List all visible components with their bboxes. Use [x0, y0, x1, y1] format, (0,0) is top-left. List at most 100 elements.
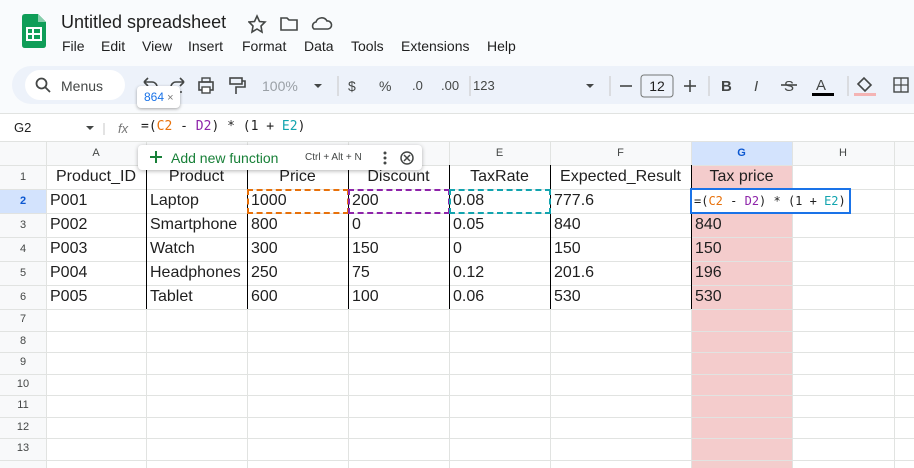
cell[interactable]: Tablet	[150, 288, 193, 305]
increase-decimal[interactable]: .00	[441, 78, 460, 93]
cell[interactable]: 300	[251, 240, 278, 257]
formula-token: =(	[694, 194, 709, 208]
cell[interactable]: Product	[168, 168, 225, 185]
cell[interactable]: P002	[50, 216, 88, 233]
search-menus[interactable]	[25, 70, 125, 100]
menu-item[interactable]: View	[142, 38, 173, 54]
menu-item[interactable]: Help	[487, 38, 516, 54]
add-function[interactable]: Add new function	[171, 150, 279, 166]
cell[interactable]: 201.6	[554, 264, 595, 281]
menu-item[interactable]: Tools	[351, 38, 384, 54]
popup-icons[interactable]	[382, 150, 418, 166]
percent-format[interactable]: %	[379, 78, 392, 94]
cell[interactable]: Headphones	[150, 264, 241, 281]
formula-token: -	[172, 119, 196, 134]
cell-border	[146, 165, 147, 309]
cell[interactable]: 200	[352, 192, 379, 209]
svg-text:B: B	[721, 78, 732, 95]
cell[interactable]: 0	[352, 216, 361, 233]
cell[interactable]: 800	[251, 216, 278, 233]
cell[interactable]: 150	[554, 240, 581, 257]
cell[interactable]: Tax price	[709, 168, 774, 185]
cell-editor[interactable]: =(C2 - D2) * (1 + E2)	[690, 188, 851, 214]
cell[interactable]: 600	[251, 288, 278, 305]
cell[interactable]: 1000	[251, 192, 287, 209]
row-header[interactable]: 1	[19, 171, 27, 183]
formula-input[interactable]: =(C2 - D2) * (1 + E2)	[141, 119, 305, 134]
font-size[interactable]: 12	[649, 78, 665, 94]
row-header[interactable]: 4	[19, 243, 27, 255]
cell[interactable]: P003	[50, 240, 88, 257]
formula-token: E2	[281, 119, 298, 134]
sheet-grid: ABCDEFGH12345678910111213Product_IDProdu…	[0, 142, 914, 468]
cell[interactable]: 0.08	[453, 192, 485, 209]
grid-line	[0, 165, 914, 166]
currency-format[interactable]: $	[348, 78, 356, 94]
column-header[interactable]: H	[839, 147, 847, 159]
cell[interactable]: 150	[695, 240, 722, 257]
cell[interactable]: 100	[352, 288, 379, 305]
column-header[interactable]: F	[617, 147, 624, 159]
menu-item[interactable]: Insert	[188, 38, 224, 54]
grid-line	[0, 438, 914, 439]
cell[interactable]: 0.05	[453, 216, 485, 233]
menu-item[interactable]: Data	[304, 38, 334, 54]
decrease-decimal[interactable]: .0	[412, 78, 423, 93]
menu-item[interactable]: Edit	[101, 38, 126, 54]
cell[interactable]: Smartphone	[150, 216, 238, 233]
cell[interactable]: 0.06	[453, 288, 485, 305]
doc-title[interactable]: Untitled spreadsheet	[61, 12, 227, 32]
name-box[interactable]: G2	[14, 120, 32, 135]
cell[interactable]: 150	[352, 240, 379, 257]
cell[interactable]: Price	[279, 168, 316, 185]
row-header[interactable]: 12	[16, 420, 30, 433]
cell[interactable]: 0.12	[453, 264, 485, 281]
cell[interactable]: TaxRate	[470, 168, 529, 185]
column-header[interactable]: G	[737, 147, 746, 159]
number-format[interactable]: 123	[473, 78, 495, 93]
cell[interactable]: 250	[251, 264, 278, 281]
formula-icons: fx	[86, 123, 129, 135]
row-header[interactable]: 2	[19, 195, 27, 207]
row-header[interactable]: 6	[19, 291, 27, 303]
grid-line	[0, 330, 914, 332]
row-header[interactable]: 9	[19, 356, 27, 368]
menu-item[interactable]: File	[62, 38, 85, 54]
row-header[interactable]: 5	[19, 267, 27, 279]
row-header[interactable]: 11	[17, 399, 29, 411]
cell[interactable]: Laptop	[150, 192, 199, 209]
cell[interactable]: 840	[695, 216, 722, 233]
cell[interactable]: Discount	[367, 168, 430, 185]
cell-border	[691, 165, 692, 309]
cell-border	[550, 165, 551, 309]
cell[interactable]: P005	[50, 288, 88, 305]
cell[interactable]: Product_ID	[55, 168, 137, 185]
row-header[interactable]: 7	[19, 313, 27, 325]
cell[interactable]: 840	[554, 216, 581, 233]
cell[interactable]: 777.6	[554, 192, 595, 209]
cell[interactable]: P001	[50, 192, 88, 209]
zoom[interactable]: 100%	[262, 78, 298, 94]
column-header[interactable]: E	[495, 147, 504, 159]
menu-item[interactable]: Format	[242, 38, 287, 54]
row-header[interactable]: 8	[19, 334, 27, 347]
row-header[interactable]: 10	[16, 377, 30, 390]
cell[interactable]: Expected_Result	[560, 168, 681, 185]
cell[interactable]: Watch	[150, 240, 195, 257]
cell[interactable]: 196	[695, 264, 722, 281]
tooltip-close[interactable]: ×	[164, 92, 174, 104]
formula-token: D2	[195, 119, 212, 134]
cell[interactable]: 530	[554, 288, 581, 305]
cell[interactable]: P004	[50, 264, 88, 281]
cell[interactable]: 0	[453, 240, 462, 257]
row-header[interactable]: 13	[16, 442, 30, 454]
grid-line	[0, 459, 914, 461]
cell[interactable]: 530	[695, 288, 722, 305]
menu-item[interactable]: Extensions	[401, 38, 470, 54]
title-icons	[248, 14, 333, 34]
autocomplete-popup: Add new function Ctrl + Alt + N	[138, 145, 422, 170]
range-highlight	[449, 189, 551, 214]
column-header[interactable]: A	[92, 147, 100, 159]
cell[interactable]: 75	[352, 264, 370, 281]
row-header[interactable]: 3	[19, 219, 27, 231]
